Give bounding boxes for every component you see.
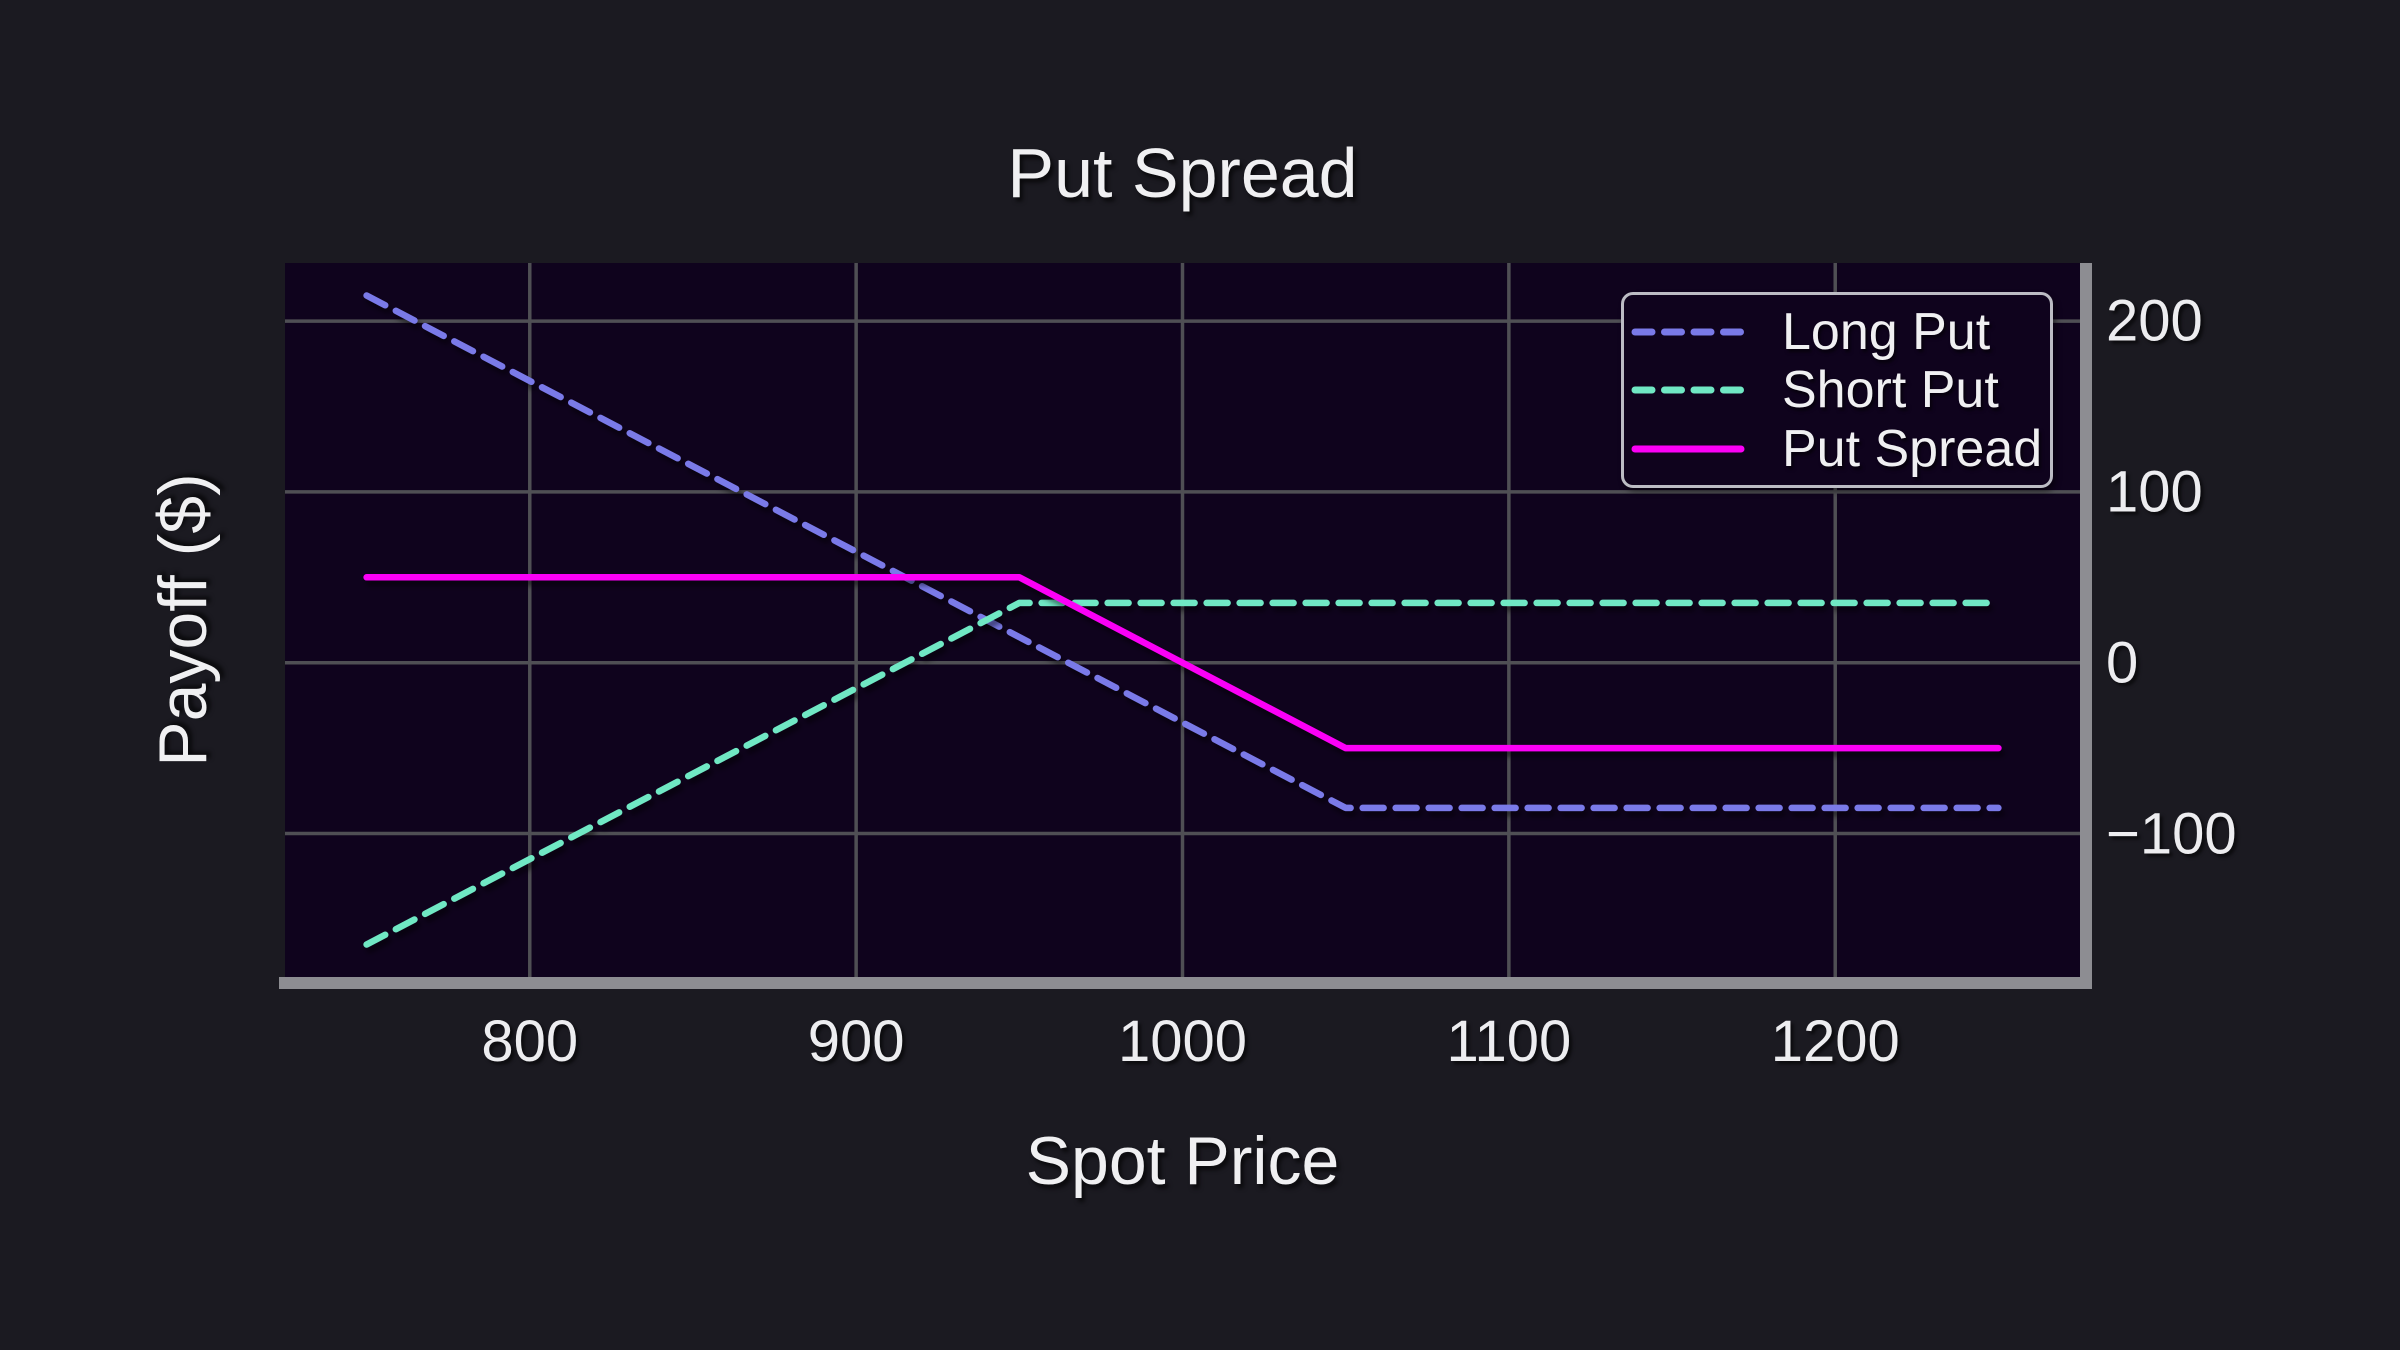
x-axis-label: Spot Price bbox=[1025, 1123, 1340, 1199]
y-tick-0: 0 bbox=[2106, 630, 2139, 696]
chart-title: Put Spread bbox=[1007, 134, 1358, 212]
legend-sample-line bbox=[1631, 328, 1745, 335]
y-axis-label-box: Payoff ($) bbox=[137, 263, 229, 977]
bottom-spine bbox=[279, 977, 2092, 989]
legend-item-short-put: Short Put bbox=[1630, 364, 2040, 416]
legend-label: Put Spread bbox=[1782, 419, 2043, 478]
series-put-spread bbox=[363, 574, 2002, 752]
legend-sample-line bbox=[1631, 386, 1745, 394]
legend-label: Long Put bbox=[1782, 302, 1991, 361]
series-long-put bbox=[363, 292, 2002, 812]
right-spine bbox=[2080, 263, 2092, 989]
y-tick-100: 100 bbox=[2106, 459, 2203, 525]
legend-sample-line bbox=[1631, 445, 1745, 452]
legend-item-long-put: Long Put bbox=[1630, 306, 2040, 358]
y-tick-200: 200 bbox=[2106, 288, 2203, 354]
legend-label: Short Put bbox=[1782, 361, 1999, 419]
series-short-put bbox=[363, 599, 2002, 948]
x-tick-900: 900 bbox=[807, 1009, 905, 1074]
x-tick-1100: 1100 bbox=[1446, 1009, 1572, 1074]
y-tick--100: −100 bbox=[2106, 801, 2237, 867]
x-tick-800: 800 bbox=[481, 1009, 579, 1074]
legend-item-put-spread: Put Spread bbox=[1630, 419, 2043, 478]
y-axis-label: Payoff ($) bbox=[145, 473, 221, 767]
legend: Long Put Short Put Put Spread bbox=[1621, 292, 2053, 488]
x-tick-1200: 1200 bbox=[1770, 1009, 1900, 1074]
x-tick-1000: 1000 bbox=[1117, 1009, 1248, 1074]
